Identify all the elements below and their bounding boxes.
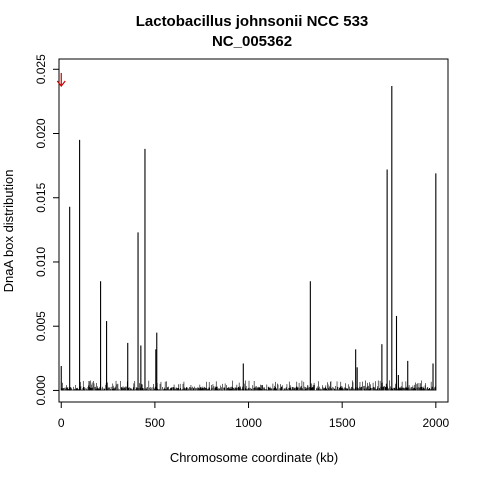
x-tick-label: 500 [145,416,165,430]
y-tick-label: 0.010 [34,247,48,277]
y-tick-label: 0.020 [34,118,48,148]
y-tick-label: 0.005 [34,311,48,341]
marker-head [56,80,66,87]
y-tick-label: 0.000 [34,375,48,405]
chart-title: Lactobacillus johnsonii NCC 533 [136,13,369,30]
plot-box [58,58,449,403]
down-arrow-marker [56,73,66,87]
x-tick-label: 2000 [422,416,449,430]
x-tick-label: 1500 [329,416,356,430]
x-axis-label: Chromosome coordinate (kb) [170,450,338,465]
y-axis: 0.000 0.005 0.010 0.015 0.020 0.025 [34,54,60,405]
chart-subtitle: NC_005362 [212,33,292,50]
baseline-noise [60,380,437,391]
x-tick-label: 0 [58,416,65,430]
y-tick-label: 0.015 [34,182,48,212]
y-axis-label: DnaA box distribution [1,170,16,293]
y-tick-label: 0.025 [34,54,48,84]
x-axis: 0 500 1000 1500 2000 [58,401,449,430]
bars-group [60,85,437,391]
x-tick-label: 1000 [235,416,262,430]
